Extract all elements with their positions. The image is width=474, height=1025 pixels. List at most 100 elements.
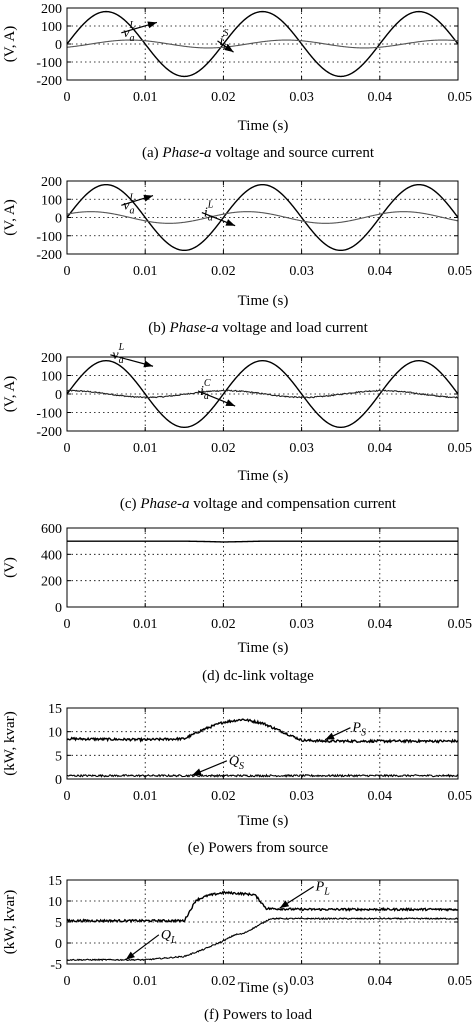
x-tick-label: 0	[64, 441, 71, 456]
x-axis-label: Time (s)	[238, 118, 289, 134]
series-label-vl: vaL	[112, 342, 124, 366]
x-tick-label: 0.01	[133, 974, 158, 989]
series-line-1	[67, 211, 458, 224]
series-label-ps: PS	[351, 721, 366, 739]
x-tick-label: 0.01	[133, 441, 158, 456]
x-axis-label: Time (s)	[238, 813, 289, 829]
x-tick-label: 0.04	[368, 974, 393, 989]
y-tick-label: 0	[55, 388, 62, 403]
y-tick-label: 0	[55, 937, 62, 952]
y-tick-label: 200	[41, 175, 62, 190]
x-axis-label: Time (s)	[238, 980, 289, 996]
panel-caption: (b) Phase-a voltage and load current	[148, 320, 368, 336]
series-label-ic: iaC	[200, 378, 211, 402]
annotation-arrowhead	[325, 732, 335, 740]
y-tick-label: 10	[48, 895, 62, 910]
annotation-arrowhead	[147, 21, 157, 29]
series-label-qs: QS	[229, 754, 244, 772]
series-line-1	[67, 389, 458, 399]
x-tick-label: 0	[64, 264, 71, 279]
panel-caption: (f) Powers to load	[204, 1007, 312, 1023]
series-line-1	[67, 39, 458, 49]
series-line-0	[67, 718, 458, 744]
annotation-arrowhead	[225, 399, 236, 407]
y-tick-label: 100	[41, 20, 62, 35]
y-axis-label: (V, A)	[2, 199, 18, 235]
x-tick-label: 0.04	[368, 90, 393, 105]
x-tick-label: 0.01	[133, 789, 158, 804]
series-label-pl: PL	[315, 880, 331, 898]
y-tick-label: 5	[55, 749, 62, 764]
panel-e: 15 10 5 00 0.01 0.02 0.03 0.04 0.05 (kW, kvar) Tim…	[2, 702, 472, 856]
x-tick-label: 0.05	[448, 974, 473, 989]
x-tick-label: 0.02	[211, 789, 236, 804]
x-tick-label: 0.04	[368, 264, 393, 279]
annotation-arrowhead	[125, 951, 135, 960]
x-axis-label: Time (s)	[238, 293, 289, 309]
annotation-arrowhead	[279, 900, 290, 909]
x-axis-label: Time (s)	[238, 640, 289, 656]
series-label-vl: vaL	[123, 192, 135, 216]
y-tick-label: 200	[41, 351, 62, 366]
y-tick-label: -200	[36, 425, 62, 440]
x-tick-label: 0.05	[448, 90, 473, 105]
x-tick-label: 0.03	[289, 974, 314, 989]
plot-frame	[66, 707, 459, 780]
series-line-0	[67, 359, 458, 429]
x-tick-label: 0.02	[211, 264, 236, 279]
y-tick-label: 15	[48, 874, 62, 889]
panel-caption: (a) Phase-a voltage and source current	[142, 145, 375, 161]
x-tick-label: 0	[64, 974, 71, 989]
series-line-1	[67, 773, 458, 778]
series-line-0	[67, 890, 458, 924]
x-tick-label: 0.02	[211, 441, 236, 456]
x-tick-label: 0.05	[448, 441, 473, 456]
panel-caption: (d) dc-link voltage	[202, 668, 314, 684]
x-tick-label: 0.03	[289, 264, 314, 279]
x-tick-label: 0.03	[289, 90, 314, 105]
y-tick-label: -100	[36, 56, 62, 71]
y-tick-label: 200	[41, 2, 62, 17]
y-tick-label: 5	[55, 916, 62, 931]
plot-frame	[66, 527, 459, 608]
x-tick-label: 0.04	[368, 789, 393, 804]
y-axis-label: (V, A)	[2, 26, 18, 62]
x-tick-label: 0.03	[289, 617, 314, 632]
x-tick-label: 0.03	[289, 789, 314, 804]
panel-caption: (c) Phase-a voltage and compensation cur…	[120, 496, 397, 512]
annotation-arrowhead	[192, 768, 202, 776]
y-tick-label: 100	[41, 193, 62, 208]
y-axis-label: (kW, kvar)	[2, 890, 18, 954]
y-tick-label: 600	[41, 522, 62, 537]
x-tick-label: 0.03	[289, 441, 314, 456]
annotation-arrowhead	[224, 44, 234, 53]
series-label-ql: QL	[161, 928, 177, 946]
series-label-vl: vaL	[123, 20, 135, 44]
x-tick-label: 0	[64, 90, 71, 105]
x-tick-label: 0.04	[368, 441, 393, 456]
series-line-0	[67, 10, 458, 78]
y-tick-label: -5	[50, 958, 62, 973]
series-line-0	[67, 183, 458, 252]
x-tick-label: 0.02	[211, 617, 236, 632]
x-axis-label: Time (s)	[238, 468, 289, 484]
y-tick-label: 15	[48, 702, 62, 717]
y-axis-label: (V)	[2, 557, 18, 578]
panel-caption: (e) Powers from source	[188, 840, 329, 856]
series-label-il: iaL	[204, 200, 214, 224]
y-axis-label: (V, A)	[2, 376, 18, 412]
y-tick-label: -200	[36, 74, 62, 89]
y-tick-label: 200	[41, 575, 62, 590]
x-tick-label: 0.04	[368, 617, 393, 632]
x-tick-label: 0.05	[448, 789, 473, 804]
x-tick-label: 0	[64, 789, 71, 804]
annotation-arrowhead	[143, 360, 154, 368]
y-tick-label: 0	[55, 38, 62, 53]
annotation-arrowhead	[143, 194, 154, 202]
x-tick-label: 0.05	[448, 617, 473, 632]
x-tick-label: 0.02	[211, 90, 236, 105]
x-tick-label: 0	[64, 617, 71, 632]
